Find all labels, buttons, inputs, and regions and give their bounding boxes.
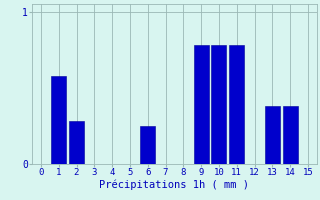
Bar bbox=[229, 45, 244, 164]
Bar bbox=[140, 126, 155, 164]
Bar bbox=[283, 106, 298, 164]
Bar bbox=[211, 45, 227, 164]
Bar bbox=[194, 45, 209, 164]
X-axis label: Précipitations 1h ( mm ): Précipitations 1h ( mm ) bbox=[100, 180, 249, 190]
Bar bbox=[51, 76, 66, 164]
Bar bbox=[69, 121, 84, 164]
Bar bbox=[265, 106, 280, 164]
